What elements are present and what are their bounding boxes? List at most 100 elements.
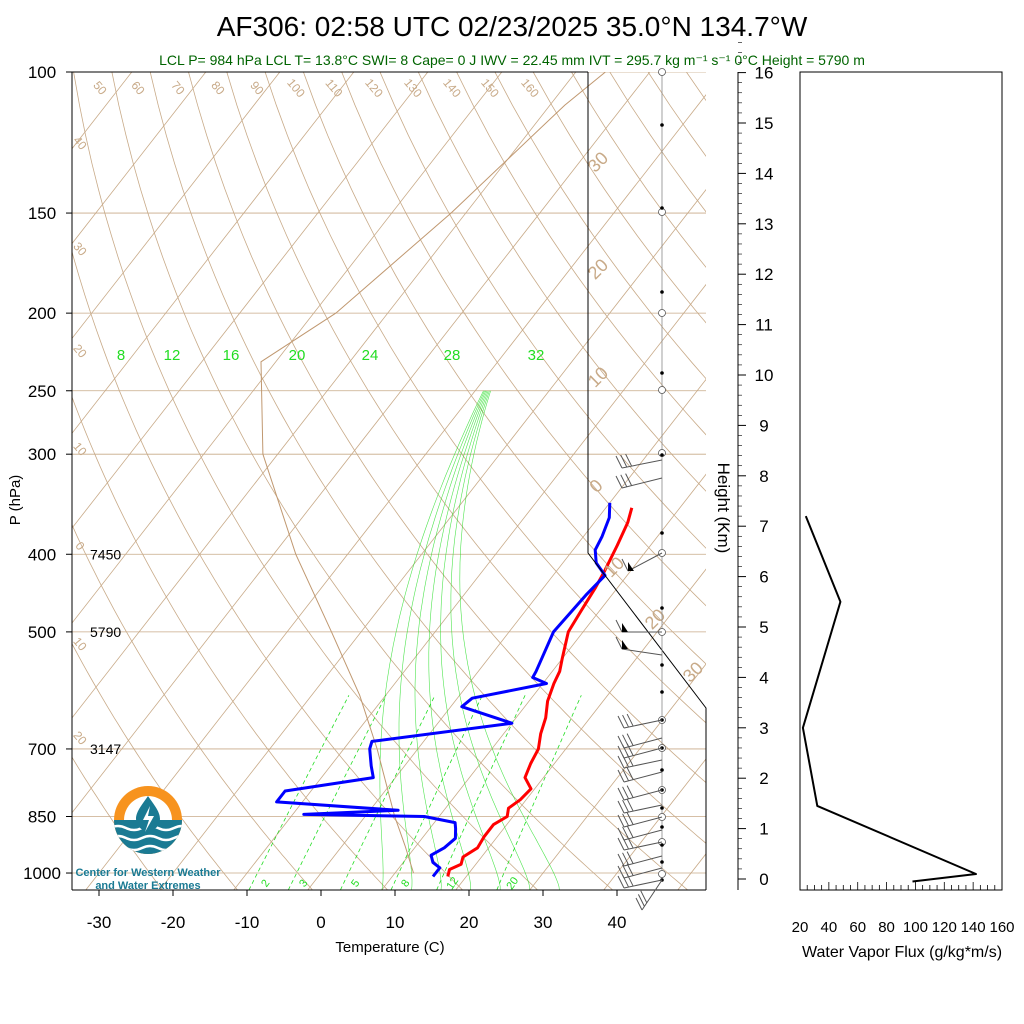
mixing-ratio-line: [436, 695, 526, 890]
pressure-tick-label: 300: [28, 445, 56, 464]
mixing-ratio-line: [340, 695, 436, 890]
wind-barb-shaft: [623, 747, 663, 759]
wind-barb-feather: [617, 787, 625, 801]
wind-barb-feather: [626, 825, 634, 838]
isotherm-line: [603, 758, 706, 890]
logo-text-line1: Center for Western Weather: [75, 867, 221, 879]
mixing-ratio-line: [390, 695, 483, 890]
height-label: 7450: [90, 546, 121, 562]
isotherm-label: 20: [70, 341, 90, 360]
temperature-axis-label: Temperature (C): [335, 939, 444, 956]
wind-barb-flag: [622, 640, 628, 649]
isotherm-line: [233, 283, 706, 890]
wind-data-dot: [660, 690, 664, 694]
skew-t-background-lines: [72, 72, 706, 890]
flux-tick-label: 20: [792, 919, 809, 936]
mixing-ratio-label: 20: [289, 347, 306, 364]
mixing-ratio-line: [496, 695, 582, 890]
wind-data-dot: [660, 825, 664, 829]
pressure-tick-label: 200: [28, 304, 56, 323]
height-tick-label: 14: [755, 164, 774, 183]
flux-plot-frame: [799, 71, 1003, 891]
dry-adiabat-label: 100: [284, 76, 308, 101]
wind-data-dot: [660, 663, 664, 667]
dry-adiabat-line: [73, 72, 538, 890]
height-tick-label: 7: [759, 517, 768, 536]
mixing-ratio-line: [248, 695, 350, 890]
skew-t-frame: [71, 71, 707, 891]
wind-level-marker: [658, 309, 666, 317]
wind-barb-flag: [628, 562, 634, 571]
wind-barb-shaft: [623, 816, 663, 828]
temperature-tick-label: -10: [235, 913, 260, 932]
dry-adiabat-line: [456, 72, 706, 436]
flux-axis-label: Water Vapor Flux (g/kg*m/s): [802, 944, 1002, 961]
height-tick-label: 2: [759, 769, 768, 788]
moist-adiabat-line: [440, 390, 501, 890]
flux-profile-line: [801, 515, 977, 883]
mixing-ratio-bottom-label: 5: [349, 878, 362, 890]
wind-barb-feather: [622, 836, 630, 850]
pressure-tick-label: 150: [28, 204, 56, 223]
wind-barb-shaft: [623, 719, 663, 729]
temperature-tick-label: 40: [608, 913, 627, 932]
isotherm-line: [72, 72, 577, 719]
wind-barb-shaft: [623, 804, 663, 814]
wind-barb-shaft: [641, 879, 663, 911]
dry-adiabat-label: 60: [128, 78, 148, 97]
height-tick-label: 3: [759, 719, 768, 738]
height-label: 3147: [90, 741, 121, 757]
flux-tick-label: 60: [849, 919, 866, 936]
moist-adiabat-line: [379, 390, 484, 890]
dry-adiabat-line: [72, 642, 238, 890]
moist-adiabat-line: [450, 390, 531, 890]
wind-barb-feather: [622, 714, 630, 728]
moist-adiabat-line: [414, 390, 487, 890]
wind-barb-feather: [626, 798, 634, 812]
dewpoint-profile-line: [275, 502, 612, 878]
chart-title: AF306: 02:58 UTC 02/23/2025 35.0°N 134.7…: [217, 11, 808, 42]
height-tick-label: 10: [755, 366, 774, 385]
wind-barb-feather: [626, 812, 634, 825]
wind-data-dot: [660, 531, 664, 535]
moist-adiabat-line: [428, 390, 488, 890]
wind-data-dot: [660, 806, 664, 810]
wind-barb-shaft: [627, 552, 663, 572]
wind-barb-feather: [622, 852, 630, 866]
wind-barb-feather: [625, 473, 633, 486]
dry-adiabat-line: [111, 72, 613, 890]
wind-barb-shaft: [623, 771, 663, 783]
flux-tick-label: 80: [878, 919, 895, 936]
wind-barb-feather: [617, 769, 625, 783]
wind-barb-feather: [626, 851, 634, 864]
height-tick-label: 11: [755, 316, 773, 335]
wind-barb-feather: [622, 813, 630, 827]
mixing-ratio-bottom-label: 3: [297, 878, 310, 890]
wind-barb-feather: [626, 863, 634, 876]
wind-barb-feather: [622, 754, 630, 768]
wind-barb-feather: [622, 786, 630, 800]
wind-barb-feather: [625, 453, 633, 467]
wind-barb-feather: [622, 874, 630, 888]
dry-adiabat-line: [188, 72, 706, 844]
dry-adiabat-label: 80: [208, 78, 228, 97]
dry-adiabat-line: [379, 72, 706, 549]
isotherm-line: [72, 72, 207, 245]
isotherm-label: 0: [72, 539, 87, 553]
flux-tick-label: 120: [932, 919, 957, 936]
wind-barb-shaft: [623, 879, 663, 889]
temperature-profile-line: [446, 507, 634, 877]
mixing-ratio-label: 24: [362, 347, 379, 364]
wind-level-marker: [658, 386, 666, 394]
wind-barb-shaft: [623, 841, 663, 851]
dry-adiabat-line: [303, 72, 706, 665]
height-tick-label: 4: [759, 668, 768, 687]
wind-data-dot: [660, 123, 664, 127]
flux-tick-label: 100: [903, 919, 928, 936]
isotherm-line: [455, 568, 706, 890]
wind-barb-feather: [617, 715, 625, 729]
wind-level-marker: [658, 870, 666, 878]
flux-tick-label: 160: [989, 919, 1014, 936]
isotherm-line: [72, 72, 355, 434]
isotherm-line: [72, 72, 281, 340]
